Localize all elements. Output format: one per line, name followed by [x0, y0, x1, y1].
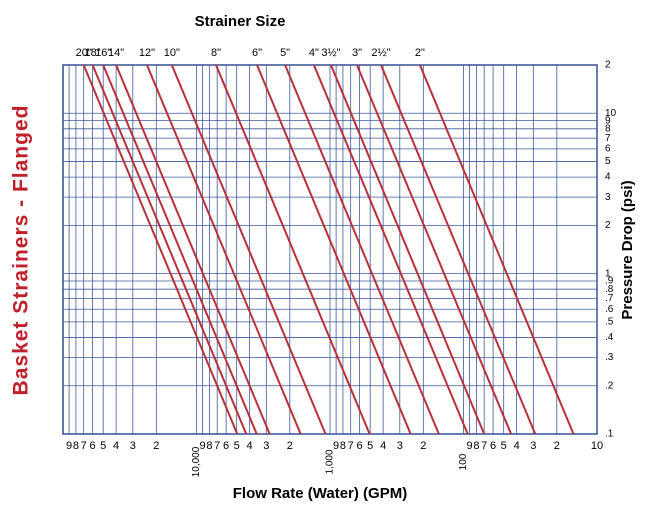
- x-tick-label: 6: [357, 440, 363, 452]
- x-tick-label: 6: [90, 440, 96, 452]
- legend-title: Strainer Size: [195, 13, 286, 30]
- x-axis-label: Flow Rate (Water) (GPM): [233, 485, 407, 502]
- legend-entry: 3": [352, 47, 362, 59]
- strainer-line: [419, 64, 575, 435]
- strainer-line: [312, 64, 469, 435]
- x-tick-label: 7: [348, 440, 354, 452]
- x-tick-label: 2: [554, 440, 560, 452]
- x-tick-label: 1,000: [325, 449, 336, 474]
- strainer-line: [380, 64, 537, 435]
- y-tick-label: 3: [605, 192, 611, 203]
- strainer-line: [330, 64, 486, 435]
- x-tick-label: 10,000: [191, 446, 202, 477]
- strainer-line: [102, 64, 258, 435]
- y-tick-label: 10: [605, 108, 617, 119]
- y-tick-label: .1: [605, 429, 614, 440]
- x-tick-label: 2: [153, 440, 159, 452]
- legend-entry: 6": [252, 47, 262, 59]
- x-tick-label: 5: [367, 440, 373, 452]
- y-tick-label: 8: [605, 123, 611, 134]
- x-tick-label: 3: [530, 440, 536, 452]
- x-tick-label: 8: [340, 440, 346, 452]
- y-tick-label: 2: [605, 220, 611, 231]
- x-tick-label: 8: [473, 440, 479, 452]
- y-tick-label: .9: [605, 276, 614, 287]
- x-tick-label: 9: [467, 440, 473, 452]
- legend-entry: 20": [76, 47, 92, 59]
- legend-entry: 18": [85, 47, 101, 59]
- y-tick-label: 1: [605, 268, 611, 279]
- y-tick-label: .3: [605, 352, 614, 363]
- x-tick-label: 7: [81, 440, 87, 452]
- y-tick-label: 6: [605, 143, 611, 154]
- strainer-line: [356, 64, 513, 435]
- strainer-line: [215, 64, 371, 435]
- y-tick-label: 7: [605, 133, 611, 144]
- y-tick-label: .5: [605, 317, 614, 328]
- x-tick-label: 10: [591, 440, 603, 452]
- y-tick-label: 5: [605, 156, 611, 167]
- x-tick-label: 9: [333, 440, 339, 452]
- legend-entry: 16": [95, 47, 111, 59]
- x-tick-label: 4: [380, 440, 386, 452]
- y-tick-label: .6: [605, 304, 614, 315]
- legend-entry: 5": [280, 47, 290, 59]
- strainer-line: [91, 64, 248, 435]
- legend-entry: 14": [108, 47, 124, 59]
- x-tick-label: 3: [397, 440, 403, 452]
- x-tick-label: 9: [200, 440, 206, 452]
- strainer-line: [115, 64, 271, 435]
- x-tick-label: 5: [100, 440, 106, 452]
- legend-entry: 3½": [321, 47, 340, 59]
- y-tick-label: .7: [605, 293, 614, 304]
- x-tick-label: 8: [206, 440, 212, 452]
- y-tick-label: 2: [605, 60, 611, 71]
- y-tick-label: 4: [605, 172, 611, 183]
- strainer-line: [146, 64, 302, 435]
- y-tick-label: .8: [605, 284, 614, 295]
- x-tick-label: 7: [214, 440, 220, 452]
- x-tick-label: 2: [420, 440, 426, 452]
- y-tick-label: 9: [605, 115, 611, 126]
- legend-entry: 8": [211, 47, 221, 59]
- x-tick-label: 3: [263, 440, 269, 452]
- legend-entry: 12": [139, 47, 155, 59]
- legend-entry: 2½": [371, 47, 390, 59]
- x-tick-label: 4: [247, 440, 253, 452]
- x-tick-label: 9: [66, 440, 72, 452]
- y-tick-label: .2: [605, 380, 614, 391]
- x-tick-label: 2: [287, 440, 293, 452]
- strainer-line: [256, 64, 412, 435]
- x-tick-label: 7: [481, 440, 487, 452]
- y-axis-label: Pressure Drop (psi): [619, 180, 636, 319]
- x-tick-label: 5: [501, 440, 507, 452]
- legend-entry: 10": [164, 47, 180, 59]
- y-tick-label: .4: [605, 332, 614, 343]
- strainer-line: [284, 64, 440, 435]
- strainer-line: [170, 64, 327, 435]
- chart-title: Basket Strainers - Flanged: [10, 105, 33, 396]
- x-tick-label: 5: [234, 440, 240, 452]
- x-tick-label: 8: [73, 440, 79, 452]
- x-tick-label: 4: [514, 440, 520, 452]
- x-tick-label: 6: [223, 440, 229, 452]
- legend-entry: 2": [415, 47, 425, 59]
- x-tick-label: 100: [458, 453, 469, 470]
- x-tick-label: 4: [113, 440, 119, 452]
- x-tick-label: 3: [130, 440, 136, 452]
- legend-entry: 4": [309, 47, 319, 59]
- strainer-line: [82, 64, 239, 435]
- x-tick-label: 6: [490, 440, 496, 452]
